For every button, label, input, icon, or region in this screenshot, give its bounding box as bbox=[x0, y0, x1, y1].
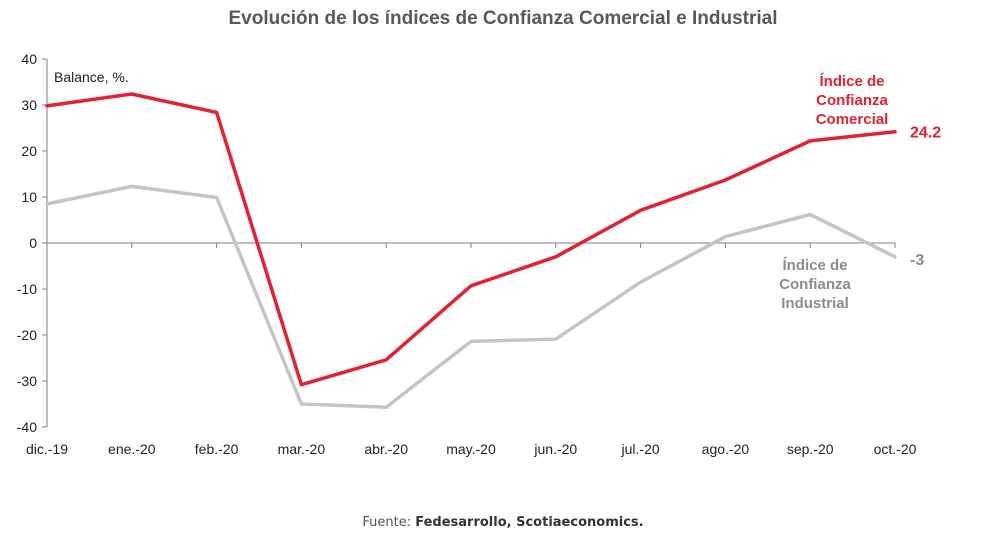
x-tick-label: mar.-20 bbox=[278, 441, 326, 457]
x-tick-label: feb.-20 bbox=[195, 441, 239, 457]
chart-title: Evolución de los índices de Confianza Co… bbox=[228, 8, 778, 29]
series-line-industrial bbox=[45, 184, 897, 409]
y-tick-label: 10 bbox=[21, 189, 37, 205]
y-tick-label: -30 bbox=[17, 373, 37, 389]
y-axis-label: Balance, %. bbox=[54, 69, 129, 85]
source-prefix: Fuente: bbox=[362, 515, 416, 530]
series-label-industrial: Índice de Confianza Industrial bbox=[779, 257, 851, 312]
x-tick-label: jun.-20 bbox=[533, 441, 577, 457]
x-tick-label: abr.-20 bbox=[364, 441, 408, 457]
x-tick-label: ene.-20 bbox=[108, 441, 156, 457]
y-tick-label: 40 bbox=[21, 51, 37, 67]
x-tick-label: oct.-20 bbox=[874, 441, 917, 457]
series-label-comercial: Índice de Confianza Comercial bbox=[816, 73, 889, 128]
source-note: Fuente: Fedesarrollo, Scotiaeconomics. bbox=[0, 515, 1006, 530]
y-tick-label: 0 bbox=[29, 235, 37, 251]
end-value-comercial: 24.2 bbox=[910, 125, 941, 142]
series-line-comercial bbox=[45, 92, 897, 387]
line-chart: 40 30 20 10 0 -10 -20 -30 -40 dic.-19 ene.-20 feb.-… bbox=[17, 51, 941, 457]
x-tick-label: dic.-19 bbox=[26, 441, 68, 457]
y-tick-label: -20 bbox=[17, 327, 37, 343]
y-tick-label: -10 bbox=[17, 281, 37, 297]
y-tick-label: 20 bbox=[21, 143, 37, 159]
x-tick-label: jul.-20 bbox=[621, 441, 660, 457]
y-tick-label: 30 bbox=[21, 97, 37, 113]
end-value-industrial: -3 bbox=[910, 252, 924, 269]
x-tick-label: may.-20 bbox=[446, 441, 496, 457]
source-text: Fedesarrollo, Scotiaeconomics. bbox=[415, 515, 644, 530]
x-tick-label: ago.-20 bbox=[702, 441, 750, 457]
x-tick-label: sep.-20 bbox=[787, 441, 834, 457]
y-tick-label: -40 bbox=[17, 419, 37, 435]
